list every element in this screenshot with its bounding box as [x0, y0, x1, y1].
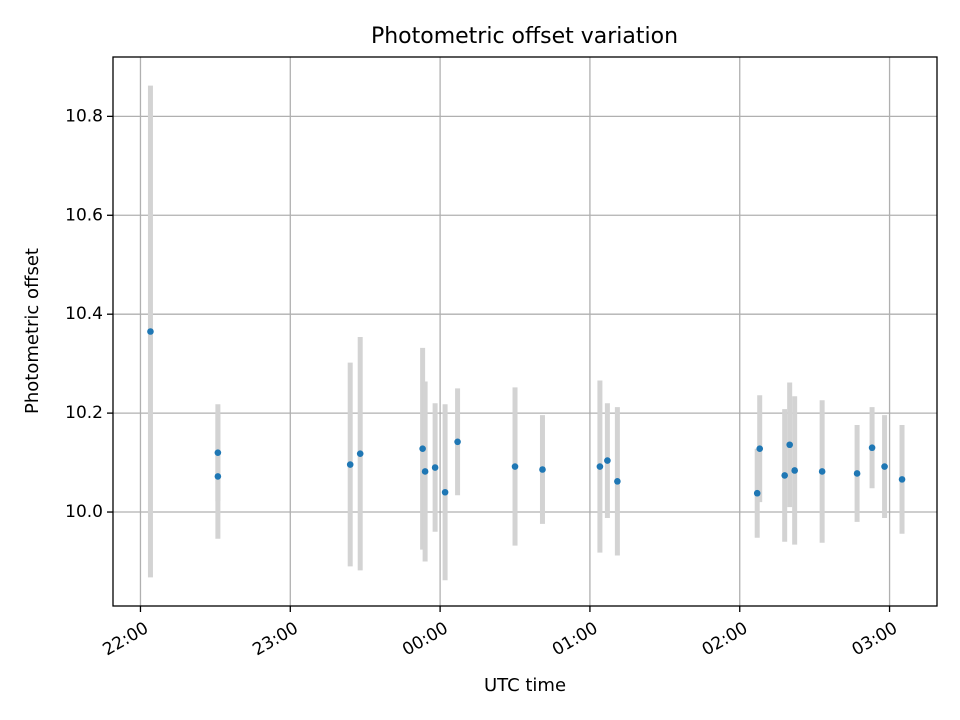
y-tick-label: 10.6	[65, 205, 103, 225]
x-tick-label: 00:00	[399, 618, 451, 660]
data-point	[786, 441, 793, 449]
data-point	[818, 468, 826, 475]
data-point	[781, 472, 788, 479]
x-axis: 22:00 23:00 00:00 01:00 02:00 03:00	[100, 606, 901, 660]
x-tick-label: 02:00	[699, 618, 751, 660]
data-point	[346, 461, 354, 468]
y-tick-label: 10.2	[65, 403, 103, 423]
y-axis: 10.0 10.2 10.4 10.6 10.8	[65, 106, 113, 522]
data-point	[539, 466, 546, 473]
plot-frame	[112, 56, 938, 607]
data-point	[753, 489, 761, 497]
x-tick-label: 01:00	[549, 618, 601, 660]
x-tick-label: 03:00	[849, 618, 901, 660]
data-point	[614, 478, 621, 485]
data-point	[421, 468, 429, 475]
y-tick-label: 10.8	[65, 106, 103, 126]
error-bars	[147, 85, 905, 581]
data-point	[356, 450, 364, 457]
y-tick-label: 10.0	[65, 502, 103, 522]
data-point	[454, 438, 461, 446]
x-tick-label: 23:00	[249, 618, 301, 660]
y-axis-label: Photometric offset	[22, 248, 43, 414]
chart-title: Photometric offset variation	[371, 24, 678, 49]
data-points	[147, 328, 906, 497]
data-point	[596, 463, 604, 470]
data-point	[756, 445, 764, 453]
data-point	[147, 328, 154, 335]
data-point	[214, 473, 222, 480]
data-point	[898, 476, 906, 483]
data-point	[881, 463, 888, 470]
y-tick-label: 10.4	[65, 304, 103, 324]
data-point	[214, 449, 222, 456]
data-point	[511, 463, 519, 470]
data-point	[791, 467, 798, 474]
data-point	[419, 445, 426, 453]
data-point	[868, 444, 876, 452]
x-axis-label: UTC time	[484, 675, 566, 696]
x-tick-label: 22:00	[100, 618, 152, 660]
data-point	[441, 488, 449, 496]
grid-lines	[113, 57, 937, 606]
data-point	[853, 470, 861, 477]
data-point	[431, 464, 439, 471]
data-point	[604, 457, 611, 464]
